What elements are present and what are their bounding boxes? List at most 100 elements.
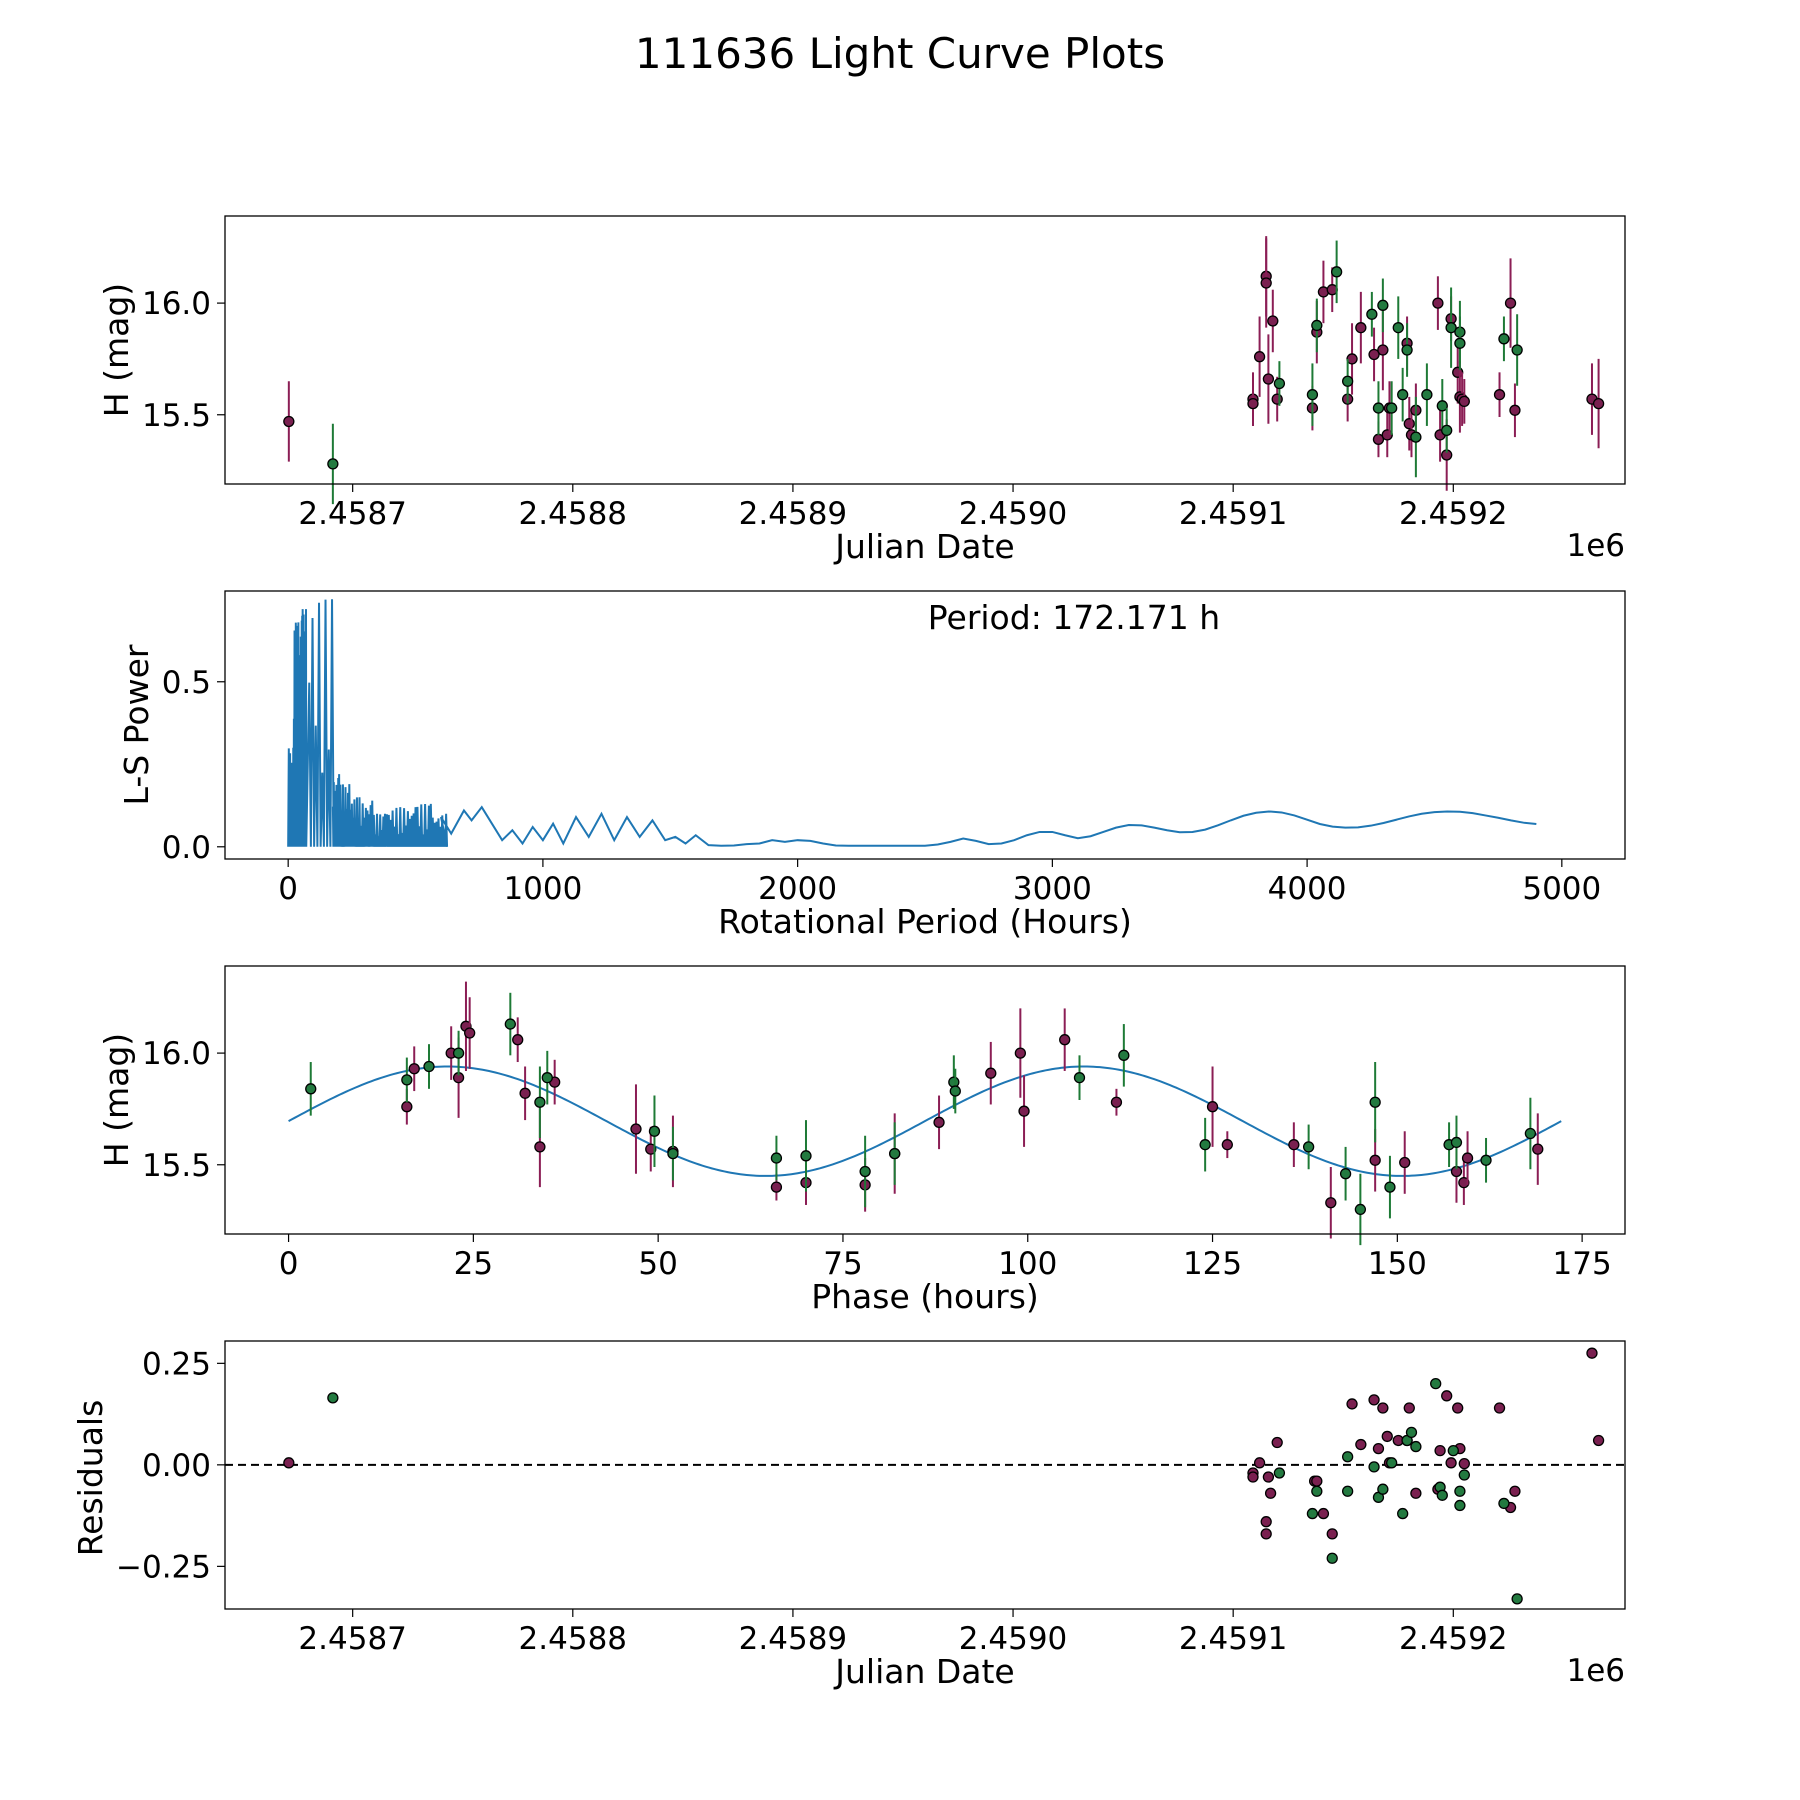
r-band-data-point	[1368, 1394, 1380, 1406]
g-band-data-point	[1405, 1426, 1418, 1439]
lightcurve-xtick-label: 2.4587	[298, 496, 406, 532]
r-band-data-point	[1493, 1402, 1506, 1414]
g-band-data-point	[770, 1152, 783, 1164]
g-band-data-point	[1341, 1451, 1354, 1463]
r-band-data-point	[283, 1457, 295, 1469]
r-band-data-point	[1434, 1444, 1446, 1457]
r-band-data-point	[1271, 393, 1283, 405]
g-band-data-point	[1386, 402, 1398, 414]
g-band-data-point	[859, 1165, 871, 1178]
g-band-data-point	[1450, 1136, 1463, 1149]
g-band-data-point	[504, 1018, 516, 1030]
periodogram-xtick-label: 5000	[1522, 871, 1601, 907]
r-band-data-point	[1260, 277, 1272, 289]
g-band-data-point	[305, 1083, 317, 1095]
g-band-data-point	[1511, 1593, 1523, 1605]
g-band-data-point	[1498, 333, 1510, 345]
r-band-data-point	[1346, 1398, 1358, 1410]
g-band-data-point	[1306, 389, 1319, 401]
g-band-data-point	[1410, 431, 1422, 443]
phased-axes-frame	[224, 965, 1626, 1235]
periodogram-ytick-label: 0.0	[162, 830, 211, 866]
residuals-xtick-label: 2.4590	[959, 1621, 1067, 1657]
g-band-data-point	[1454, 337, 1466, 349]
r-band-data-point	[1288, 1139, 1300, 1151]
r-band-data-point	[1260, 1516, 1272, 1528]
g-band-data-point	[1339, 1168, 1352, 1180]
g-band-data-point	[1118, 1049, 1130, 1061]
g-band-data-point	[1401, 344, 1413, 356]
g-band-data-point	[949, 1085, 961, 1097]
g-band-data-point	[452, 1047, 465, 1059]
g-band-data-point	[1326, 1552, 1338, 1564]
r-band-data-point	[1355, 1438, 1367, 1451]
g-band-data-point	[1498, 1497, 1510, 1510]
r-band-data-point	[1432, 297, 1444, 309]
r-band-data-point	[1592, 397, 1605, 410]
g-band-data-point	[1306, 1507, 1319, 1520]
g-band-data-point	[1454, 1485, 1466, 1497]
r-band-data-point	[401, 1101, 413, 1113]
phased-ytick-label: 16.0	[142, 1036, 211, 1072]
r-band-data-point	[1377, 344, 1389, 356]
r-band-data-point	[933, 1116, 945, 1128]
r-band-data-point	[1372, 1442, 1385, 1455]
g-band-data-point	[1397, 1507, 1409, 1520]
g-band-data-point	[1341, 375, 1354, 387]
r-band-data-point	[1253, 351, 1266, 363]
r-band-data-point	[1262, 1471, 1275, 1483]
r-band-data-point	[283, 415, 295, 428]
lightcurve-xtick-label: 2.4589	[739, 496, 847, 532]
g-band-data-point	[1302, 1141, 1315, 1153]
r-band-data-point	[1264, 1487, 1277, 1499]
g-band-data-point	[401, 1074, 413, 1086]
g-band-data-point	[541, 1072, 553, 1084]
r-band-data-point	[1014, 1047, 1027, 1059]
phased-ylabel: H (mag)	[97, 1033, 136, 1167]
residuals-ytick-label: 0.25	[142, 1346, 211, 1382]
r-band-data-point	[1206, 1101, 1219, 1113]
lightcurve-offset-text: 1e6	[1566, 528, 1625, 564]
r-band-data-point	[1326, 1528, 1338, 1540]
r-band-data-point	[1403, 1402, 1415, 1414]
r-band-data-point	[1445, 1457, 1457, 1469]
r-band-data-point	[985, 1067, 997, 1079]
phased-xtick-label: 0	[279, 1246, 299, 1282]
periodogram-xtick-label: 4000	[1268, 871, 1347, 907]
g-band-data-point	[1511, 344, 1523, 356]
g-band-data-point	[1372, 402, 1385, 414]
g-band-data-point	[1458, 1469, 1470, 1481]
phased-xtick-label: 175	[1553, 1246, 1612, 1282]
lightcurve-ytick-label: 16.0	[142, 286, 211, 322]
g-band-data-point	[1397, 389, 1409, 401]
g-band-data-point	[1410, 1440, 1422, 1453]
residuals-ytick-label: −0.25	[116, 1549, 211, 1585]
phased-xtick-label: 150	[1368, 1246, 1427, 1282]
g-band-data-point	[1377, 1483, 1389, 1495]
r-band-data-point	[1403, 418, 1415, 430]
r-band-data-point	[1317, 1507, 1330, 1520]
r-band-data-point	[519, 1087, 531, 1099]
g-band-data-point	[1311, 1485, 1323, 1497]
r-band-data-point	[1221, 1139, 1233, 1151]
g-band-data-point	[1436, 1489, 1448, 1501]
periodogram-ylabel: L-S Power	[117, 644, 156, 805]
r-band-data-point	[1355, 322, 1367, 334]
phased-panel: 0 25 50 75 100 125 150 175 15.5 16.0 Phase (hours…	[97, 965, 1626, 1316]
lightcurve-xtick-label: 2.4590	[959, 496, 1067, 532]
r-band-data-point	[1059, 1034, 1071, 1046]
r-band-data-point	[1377, 1402, 1389, 1414]
r-band-data-point	[1458, 1176, 1470, 1189]
g-band-data-point	[1454, 1499, 1466, 1512]
lightcurve-axes-frame	[224, 215, 1626, 485]
phased-xlabel: Phase (hours)	[811, 1277, 1039, 1316]
g-band-data-point	[1369, 1096, 1381, 1108]
figure-title: 111636 Light Curve Plots	[635, 29, 1165, 78]
r-band-data-point	[1368, 348, 1380, 361]
r-band-data-point	[1311, 1475, 1323, 1487]
residuals-xtick-label: 2.4588	[519, 1621, 627, 1657]
g-band-data-point	[1273, 1467, 1286, 1479]
sinusoid-fit-line	[288, 1065, 1562, 1177]
g-band-data-point	[1366, 308, 1378, 320]
